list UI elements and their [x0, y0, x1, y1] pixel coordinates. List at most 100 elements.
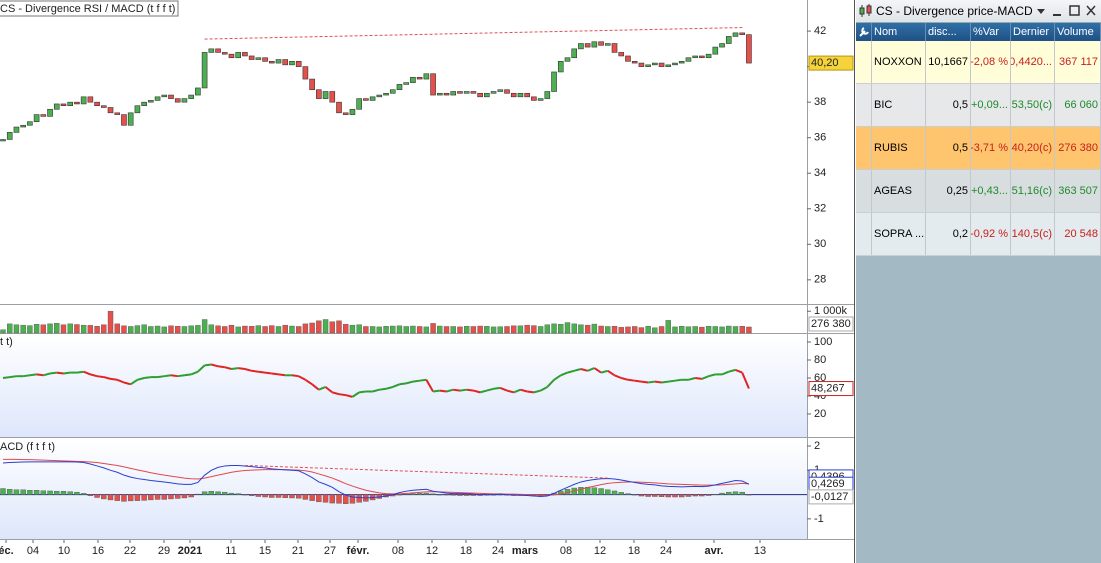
rsi-segment — [708, 373, 716, 378]
rsi-segment — [36, 373, 44, 377]
row-gutter — [856, 41, 872, 83]
histogram-bar — [107, 494, 114, 501]
volume-bar — [705, 326, 712, 334]
rsi-segment — [453, 388, 461, 392]
candle — [94, 101, 100, 107]
macd-pane — [0, 439, 807, 539]
candle — [356, 98, 362, 110]
volume-bar — [544, 324, 551, 334]
pane-borders — [0, 0, 855, 563]
candle — [268, 60, 275, 64]
volume-bar — [463, 326, 470, 334]
rsi-segment — [123, 381, 131, 386]
rsi-segment — [600, 369, 609, 374]
histogram-bar — [40, 490, 47, 495]
table-row[interactable]: AGEAS 0,25 +0,43... 51,16(c) 363 507 — [856, 170, 1101, 213]
rsi-segment — [304, 378, 313, 386]
rsi-segment — [231, 367, 239, 370]
candle — [282, 59, 289, 66]
x-tick-label: 12 — [594, 545, 606, 557]
rsi-segment — [741, 372, 750, 389]
rsi-segment — [211, 363, 219, 368]
candle — [114, 112, 121, 115]
volume-bar — [13, 324, 20, 334]
maximize-button[interactable] — [1069, 5, 1080, 16]
rsi-segment — [184, 373, 192, 377]
candle — [403, 82, 410, 85]
candle — [295, 60, 302, 67]
rsi-segment — [540, 386, 548, 392]
volume-bar — [235, 326, 241, 334]
y-tick-label: 20 — [814, 408, 826, 420]
rsi-segment — [674, 378, 682, 382]
x-tick-label: 08 — [560, 545, 572, 557]
candle — [625, 55, 631, 62]
value-tag: 276 380 — [811, 318, 851, 330]
candle — [423, 73, 430, 80]
volume-bar — [114, 323, 120, 334]
column-header[interactable]: Dernier — [1011, 23, 1055, 41]
volume-bar — [625, 326, 631, 334]
value-tag: 0,4269 — [811, 478, 845, 490]
menu-button[interactable] — [1037, 9, 1045, 14]
histogram-bar — [67, 491, 73, 495]
rsi-segment — [291, 374, 299, 378]
volume-bar — [564, 322, 571, 334]
volume-bar — [369, 326, 376, 334]
candle — [618, 52, 625, 57]
close-button[interactable] — [1086, 5, 1096, 16]
histogram-bar — [658, 494, 665, 497]
histogram-bar — [60, 490, 67, 495]
y-tick-label: 2 — [814, 440, 820, 452]
volume-bar — [726, 325, 732, 334]
candle — [195, 87, 201, 96]
rsi-segment — [661, 380, 669, 384]
table-header: Nom disc... %Var Dernier Volume — [856, 23, 1101, 41]
rsi-segment — [96, 375, 104, 379]
macd-line — [2, 461, 750, 499]
column-header[interactable]: disc... — [926, 23, 971, 41]
column-header[interactable]: Volume — [1055, 23, 1101, 41]
candle — [87, 96, 94, 103]
volume-bar — [410, 325, 416, 334]
table-row[interactable]: SOPRA ... 0,2 -0,92 % 140,5(c) 20 548 — [856, 213, 1101, 256]
rsi-segment — [695, 377, 703, 380]
rsi-segment — [735, 368, 743, 374]
candle — [174, 98, 181, 103]
candle — [376, 94, 383, 98]
rsi-segment — [499, 386, 508, 392]
histogram-bar — [87, 494, 94, 496]
table-row[interactable]: BIC 0,5 +0,09... 53,50(c) 66 060 — [856, 84, 1101, 127]
volume-bar — [497, 326, 503, 334]
histogram-bar — [161, 494, 167, 500]
rsi-segment — [264, 371, 272, 375]
volume-bar — [490, 326, 497, 334]
candle — [678, 60, 685, 64]
volume-bar — [40, 324, 47, 334]
rsi-segment — [446, 388, 454, 393]
x-tick-label: 08 — [392, 545, 404, 557]
volume-bar — [80, 324, 87, 334]
histogram-bar — [611, 490, 618, 495]
candle — [450, 91, 457, 96]
column-header[interactable]: Nom — [872, 23, 926, 41]
table-row[interactable]: RUBIS 0,5 -3,71 % 40,20(c) 276 380 — [856, 127, 1101, 170]
histogram-bar — [27, 490, 33, 495]
y-tick-label: 60 — [814, 372, 826, 384]
histogram-bar — [262, 494, 268, 498]
volume-bar — [618, 327, 624, 334]
candle — [349, 108, 356, 115]
volume-bar — [631, 326, 638, 334]
candle — [80, 96, 87, 105]
candle — [416, 76, 423, 80]
rsi-segment — [2, 376, 10, 379]
candle — [557, 60, 564, 73]
column-header[interactable]: %Var — [971, 23, 1011, 41]
settings-icon[interactable] — [856, 23, 872, 41]
table-cell: NOXXON — [872, 41, 926, 83]
candle — [658, 62, 665, 67]
histogram-bar — [168, 494, 174, 500]
table-row[interactable]: NOXXON 10,1667 -2,08 % 0,4420... 367 117 — [856, 41, 1101, 84]
histogram-bar — [470, 494, 477, 496]
volume-bar — [94, 326, 100, 334]
